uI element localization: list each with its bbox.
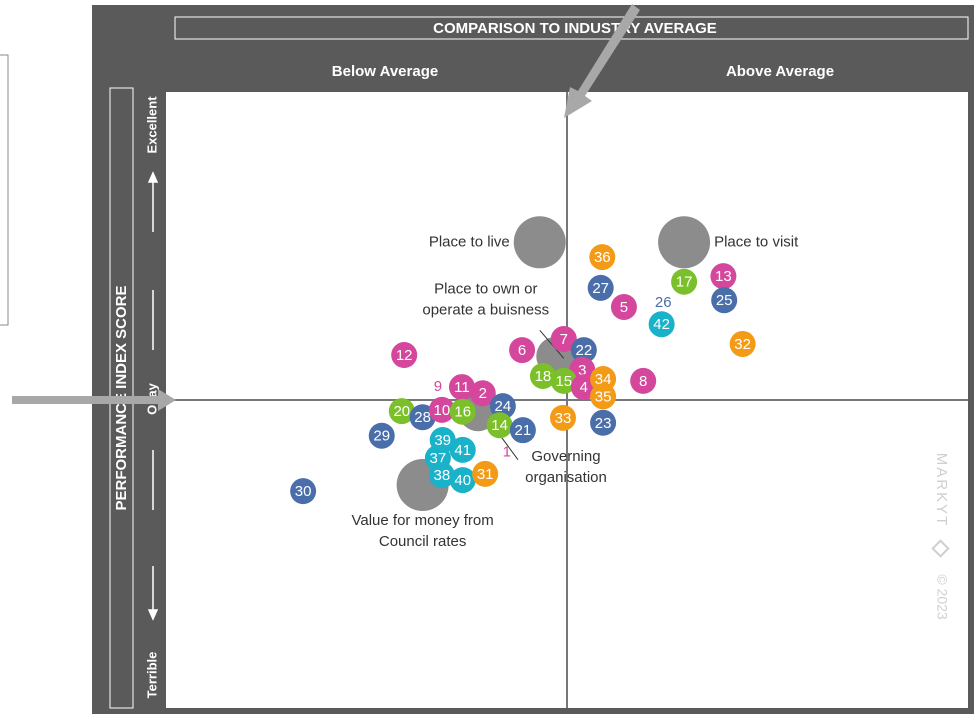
bubble bbox=[428, 462, 455, 489]
point-label: 22 bbox=[575, 342, 592, 359]
bubble bbox=[489, 393, 516, 420]
point-label: 39 bbox=[434, 432, 451, 449]
bubble bbox=[513, 216, 566, 269]
side-panel bbox=[0, 54, 9, 326]
bubble-label: Place to own or bbox=[434, 281, 537, 298]
point-label: 11 bbox=[454, 379, 470, 396]
point-label: 17 bbox=[676, 274, 693, 291]
title-box bbox=[174, 16, 969, 40]
bubble bbox=[472, 460, 499, 487]
point-label: 1 bbox=[503, 444, 511, 461]
point-label: 9 bbox=[434, 378, 442, 395]
bubble bbox=[368, 422, 395, 449]
chart-title: COMPARISON TO INDUSTRY AVERAGE bbox=[433, 20, 717, 37]
bubble bbox=[729, 330, 756, 357]
point-label: 29 bbox=[373, 428, 390, 445]
bubble bbox=[549, 404, 576, 431]
bubble bbox=[711, 287, 738, 314]
point-label: 28 bbox=[414, 409, 431, 426]
pointer-arrow bbox=[564, 4, 640, 118]
point-label: 41 bbox=[454, 442, 471, 459]
bubble bbox=[448, 374, 475, 401]
point-label: 16 bbox=[454, 404, 471, 421]
point-label: 4 bbox=[580, 379, 588, 396]
plot: Place to live Place to visit Place to own … bbox=[166, 92, 968, 708]
point-label: 40 bbox=[454, 472, 471, 489]
pointer-arrow bbox=[12, 389, 176, 411]
point-label: 10 bbox=[434, 402, 451, 419]
bubble bbox=[469, 380, 496, 407]
point-label: 33 bbox=[555, 410, 572, 427]
bubble bbox=[630, 367, 657, 394]
point-label: 21 bbox=[515, 422, 532, 439]
bubble bbox=[391, 342, 418, 369]
bubble bbox=[486, 412, 513, 439]
watermark: MARKYT bbox=[933, 453, 950, 528]
bubble bbox=[610, 293, 637, 320]
bubble bbox=[550, 367, 577, 394]
bubble bbox=[648, 311, 675, 338]
y-level: Terrible bbox=[144, 652, 159, 699]
point-label: 18 bbox=[535, 368, 552, 385]
bubble-label: Governing bbox=[531, 448, 600, 465]
bubble-label: operate a buisness bbox=[422, 302, 549, 319]
bubble bbox=[449, 436, 476, 463]
bubble-label: organisation bbox=[525, 469, 607, 486]
bubble bbox=[529, 362, 556, 389]
point-label: 35 bbox=[595, 388, 612, 405]
point-label: 32 bbox=[734, 336, 751, 353]
point-label: 30 bbox=[295, 483, 312, 500]
bubble bbox=[658, 216, 711, 269]
point-label: 26 bbox=[655, 294, 672, 311]
bubble bbox=[587, 274, 614, 301]
bubble bbox=[449, 467, 476, 494]
point-label: 6 bbox=[518, 342, 526, 359]
point-label: 8 bbox=[639, 373, 647, 390]
bubble bbox=[428, 396, 455, 423]
point-label: 15 bbox=[555, 373, 572, 390]
bubble bbox=[290, 478, 317, 505]
point-label: 5 bbox=[620, 299, 628, 316]
bubble bbox=[590, 383, 617, 410]
point-label: 24 bbox=[494, 398, 511, 415]
point-label: 25 bbox=[716, 292, 733, 309]
point-label: 2 bbox=[479, 385, 487, 402]
point-label: 7 bbox=[560, 331, 568, 348]
bubble bbox=[388, 398, 415, 425]
bubble bbox=[550, 326, 577, 353]
bubble bbox=[710, 263, 737, 290]
bubble bbox=[589, 244, 616, 271]
point-label: 23 bbox=[595, 415, 612, 432]
bubble bbox=[590, 409, 617, 436]
bubble-label: Place to live bbox=[429, 233, 510, 250]
leader-line bbox=[539, 329, 565, 359]
bubble-label: Value for money from bbox=[351, 512, 493, 529]
bubble bbox=[449, 398, 476, 425]
point-label: 38 bbox=[434, 467, 451, 484]
y-arrows bbox=[147, 171, 159, 621]
point-label: 20 bbox=[393, 403, 410, 420]
bubble-label: Place to visit bbox=[714, 233, 799, 250]
point-label: 13 bbox=[715, 268, 732, 285]
bubble bbox=[671, 268, 698, 295]
watermark: © 2023 bbox=[934, 574, 950, 620]
point-label: 27 bbox=[592, 280, 609, 297]
point-label: 14 bbox=[491, 417, 508, 434]
watermark-icon bbox=[931, 539, 950, 558]
bubble bbox=[509, 337, 536, 364]
bubble bbox=[570, 337, 597, 364]
point-label: 42 bbox=[653, 316, 670, 333]
quadrant-label: Below Average bbox=[332, 63, 438, 80]
point-label: 34 bbox=[595, 371, 612, 388]
quadrant-label: Above Average bbox=[726, 63, 834, 80]
point-label: 36 bbox=[594, 249, 611, 266]
point-label: 12 bbox=[396, 347, 413, 364]
point-label: 31 bbox=[477, 466, 494, 483]
point-label: 3 bbox=[578, 362, 586, 379]
bubble bbox=[509, 417, 536, 444]
bubble-label: Council rates bbox=[379, 533, 467, 550]
y-level: Excellent bbox=[144, 96, 159, 154]
